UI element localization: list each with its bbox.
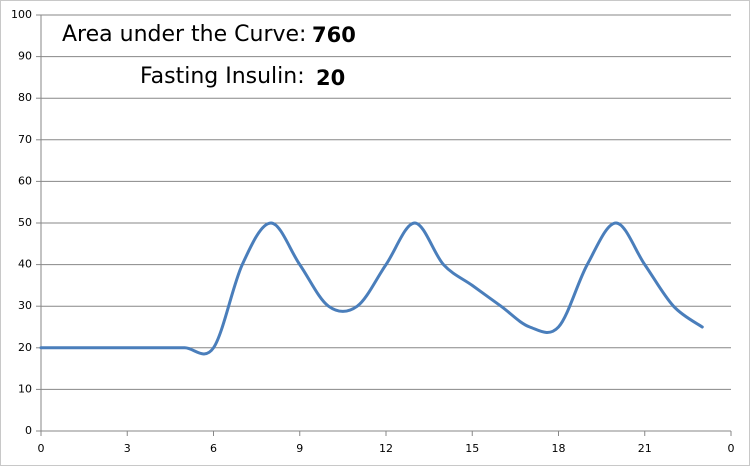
x-tick-label: 9 <box>296 442 303 455</box>
y-tick-label: 40 <box>18 258 32 271</box>
annotation-label: Fasting Insulin: <box>140 64 305 89</box>
x-tick-label: 15 <box>465 442 479 455</box>
x-tick-label: 3 <box>124 442 131 455</box>
y-tick-label: 20 <box>18 341 32 354</box>
y-tick-label: 10 <box>18 382 32 395</box>
line-series <box>39 221 704 356</box>
y-tick-label: 30 <box>18 299 32 312</box>
x-tick-label: 18 <box>552 442 566 455</box>
annotation-label: Area under the Curve: <box>62 22 306 47</box>
annotation-value: 20 <box>316 66 345 90</box>
x-tick-label: 21 <box>638 442 652 455</box>
x-tick-label: 0 <box>728 442 735 455</box>
x-tick-label: 0 <box>38 442 45 455</box>
y-tick-label: 100 <box>11 8 32 21</box>
x-tick-label: 6 <box>210 442 217 455</box>
y-tick-label: 90 <box>18 50 32 63</box>
x-tick-label: 12 <box>379 442 393 455</box>
y-tick-label: 70 <box>18 133 32 146</box>
annotation-value: 760 <box>312 23 356 47</box>
y-tick-label: 60 <box>18 174 32 187</box>
y-tick-label: 50 <box>18 216 32 229</box>
y-tick-label: 0 <box>25 424 32 437</box>
y-tick-label: 80 <box>18 91 32 104</box>
